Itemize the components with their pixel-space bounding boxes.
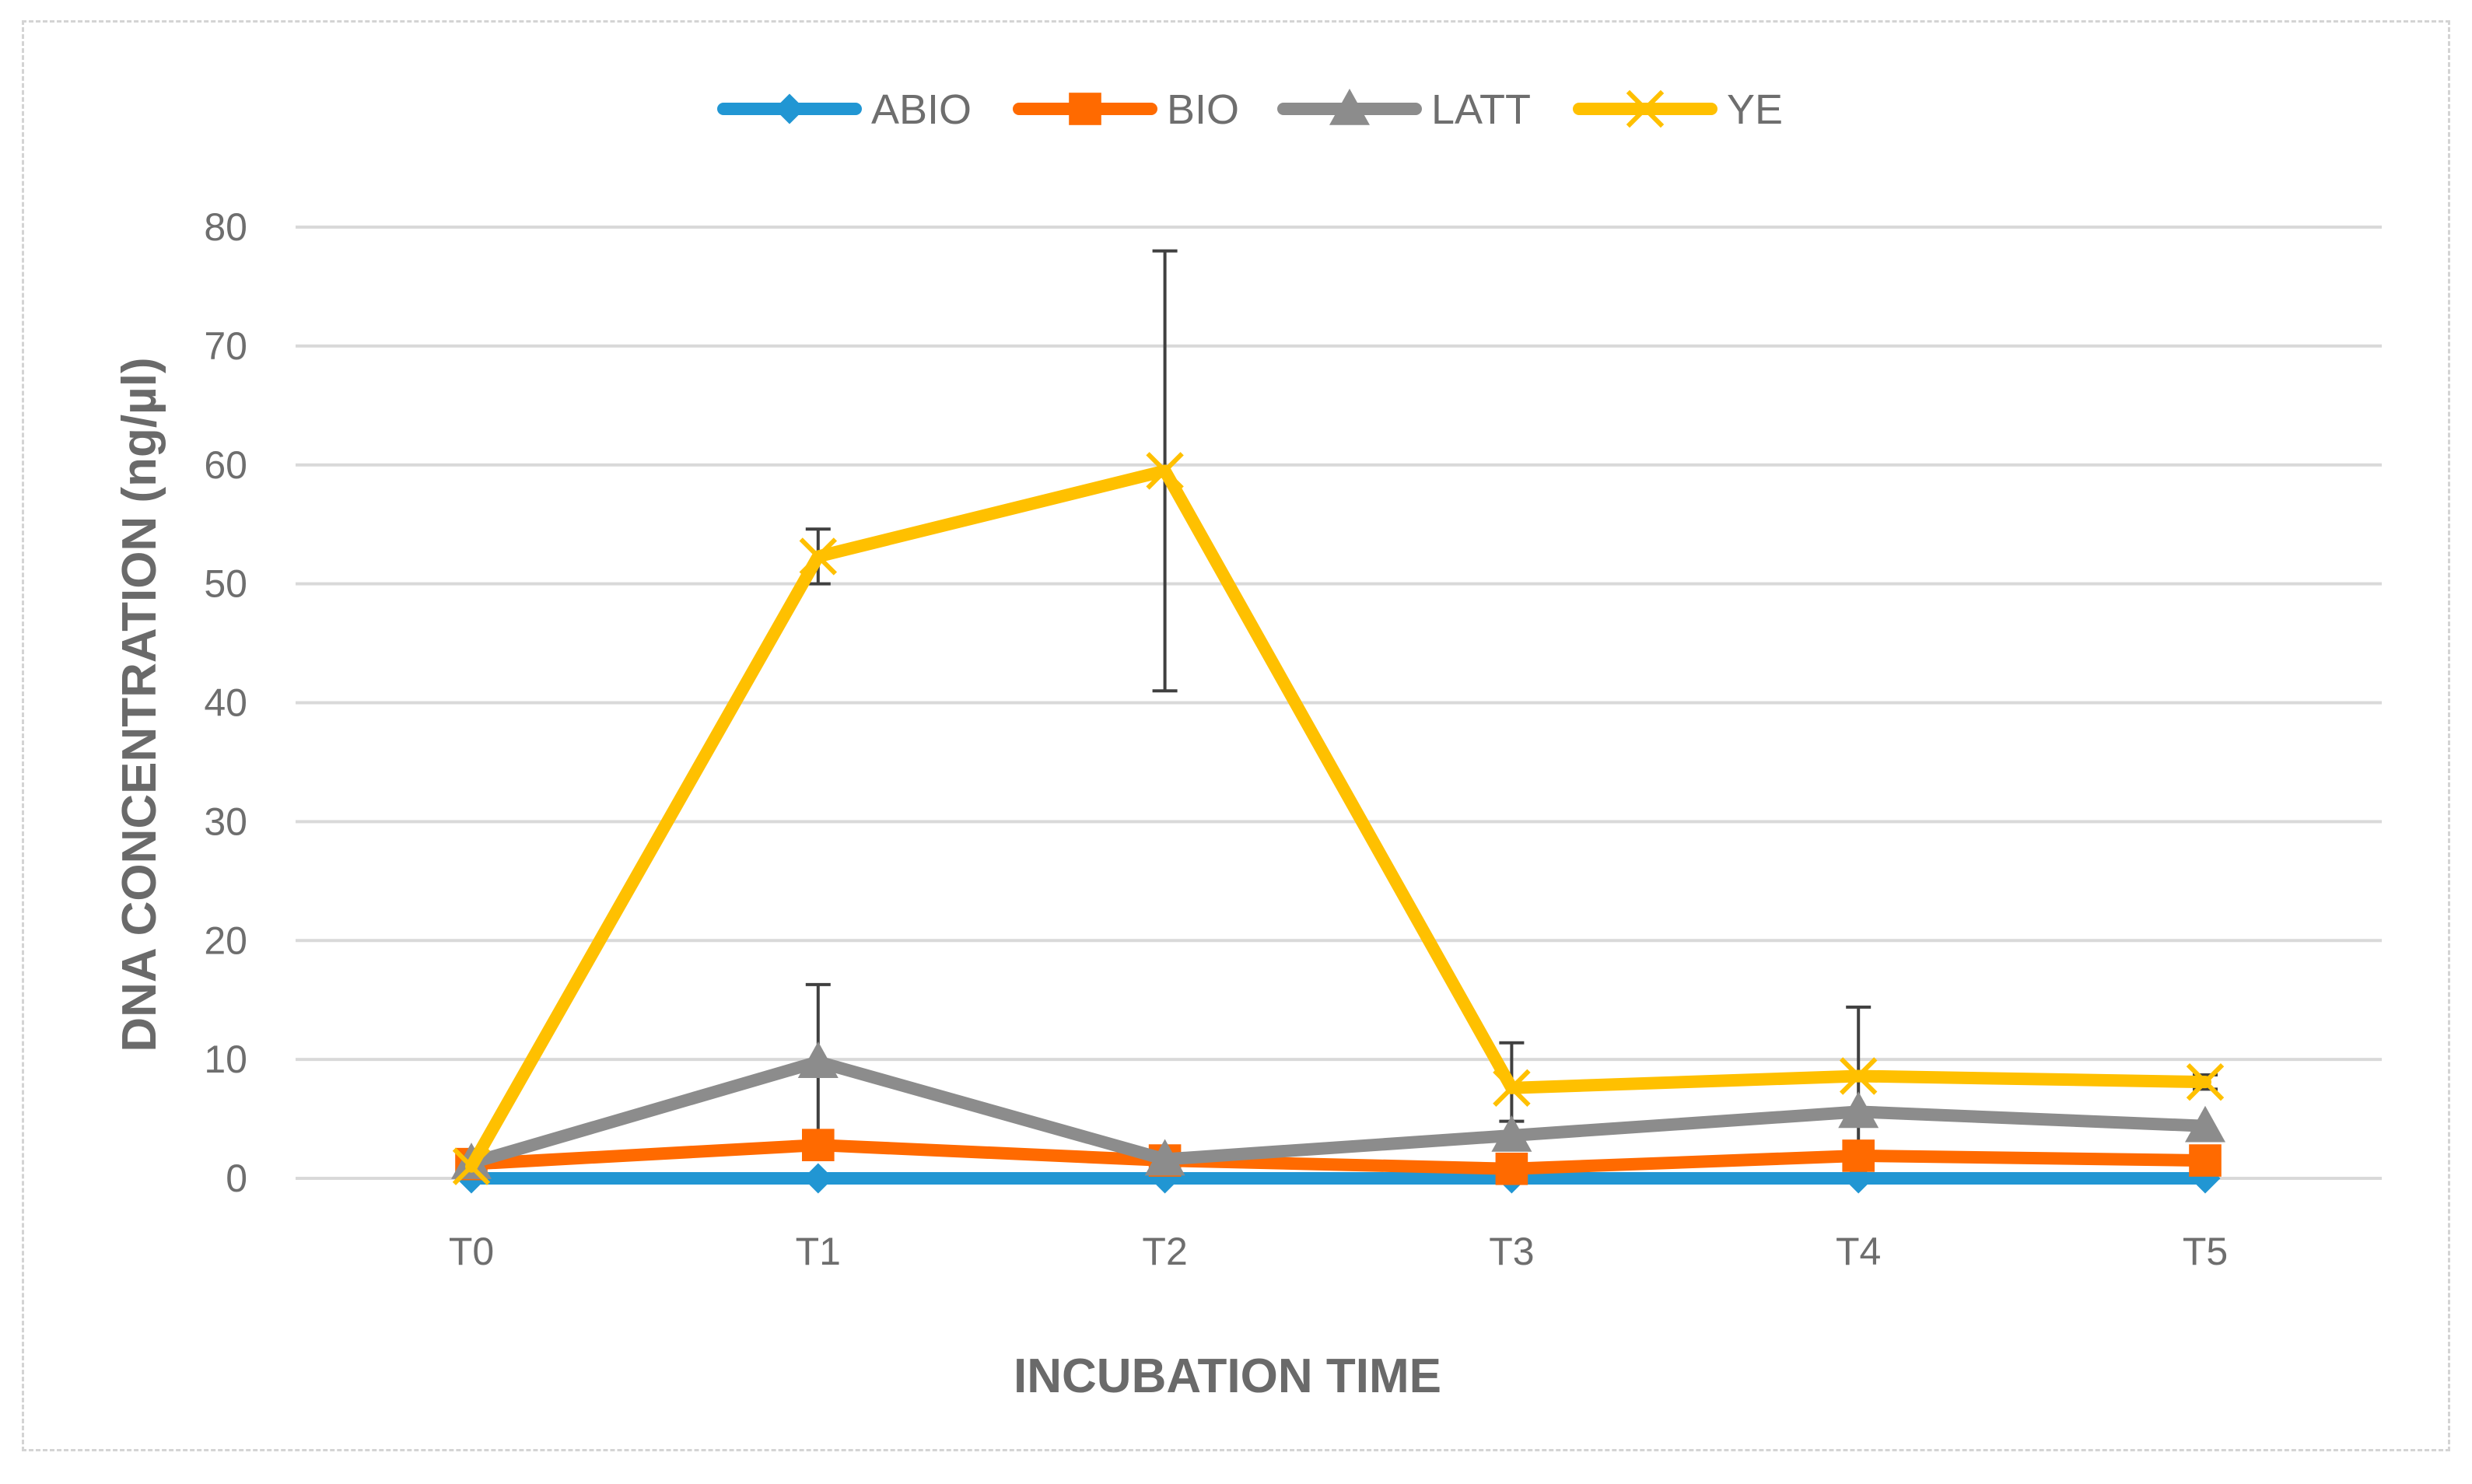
data-point-ye: [1493, 1069, 1531, 1108]
data-point-latt: [1144, 1139, 1185, 1176]
data-point-latt: [1838, 1091, 1879, 1129]
marker-stroke: [2186, 1062, 2225, 1101]
legend-marker-latt: [1329, 89, 1370, 125]
y-tick-label: 10: [204, 1038, 247, 1081]
legend-label-ye: YE: [1727, 86, 1783, 133]
y-tick-label: 30: [204, 800, 247, 843]
data-point-abio: [803, 1163, 834, 1194]
y-axis-ticks: 0 10 20 30 40 50 60 70 80: [204, 205, 247, 1200]
data-point-ye: [452, 1147, 491, 1185]
legend-item-ye: YE: [1573, 86, 1783, 133]
x-tick-label: T5: [2183, 1230, 2228, 1273]
x-tick-label: T1: [796, 1230, 841, 1273]
data-point-ye: [1839, 1057, 1878, 1095]
series-line-bio: [465, 1139, 2211, 1175]
marker-stroke: [1839, 1057, 1878, 1095]
series-line-ye: [465, 464, 2211, 1173]
series-group: [451, 452, 2225, 1194]
marker-stroke: [1146, 452, 1184, 490]
y-tick-label: 70: [204, 324, 247, 368]
y-tick-label: 20: [204, 919, 247, 962]
y-tick-label: 80: [204, 205, 247, 249]
x-tick-label: T2: [1142, 1230, 1187, 1273]
legend: ABIO BIO LATT YE: [717, 86, 1783, 133]
legend-label-abio: ABIO: [871, 86, 972, 133]
x-tick-label: T4: [1836, 1230, 1881, 1273]
data-point-latt: [2185, 1105, 2225, 1143]
chart-frame: [22, 20, 2450, 1451]
y-axis-title: DNA CONCENTRATION (ng/µl): [113, 357, 166, 1052]
legend-marker-bio: [1069, 93, 1101, 125]
data-point-ye: [2186, 1062, 2225, 1101]
legend-label-bio: BIO: [1167, 86, 1239, 133]
data-point-ye: [1146, 452, 1184, 490]
data-point-ye: [799, 537, 838, 576]
marker-stroke: [799, 537, 838, 576]
y-tick-label: 50: [204, 562, 247, 606]
data-point-bio: [2189, 1144, 2222, 1177]
x-axis-title: INCUBATION TIME: [1014, 1349, 1441, 1403]
error-bars: [805, 249, 2218, 1152]
marker-stroke: [452, 1147, 491, 1185]
marker-stroke: [1626, 89, 1665, 128]
x-tick-label: T3: [1489, 1230, 1534, 1273]
data-point-bio: [1842, 1139, 1875, 1172]
series-line-latt: [465, 1055, 2211, 1170]
legend-marker-abio: [774, 93, 805, 124]
legend-item-latt: LATT: [1277, 86, 1531, 133]
marker-stroke: [1493, 1069, 1531, 1108]
x-tick-label: T0: [449, 1230, 494, 1273]
legend-item-bio: BIO: [1013, 86, 1239, 133]
x-axis-ticks: T0 T1 T2 T3 T4 T5: [449, 1230, 2228, 1273]
legend-label-latt: LATT: [1431, 86, 1531, 133]
data-point-latt: [797, 1041, 839, 1078]
legend-marker-ye: [1626, 89, 1665, 128]
gridlines: [296, 226, 2382, 1180]
legend-item-abio: ABIO: [717, 86, 972, 133]
y-tick-label: 40: [204, 681, 247, 725]
y-tick-label: 0: [226, 1157, 247, 1200]
y-tick-label: 60: [204, 443, 247, 487]
data-point-bio: [802, 1129, 835, 1161]
data-point-bio: [1495, 1152, 1528, 1185]
data-point-latt: [1491, 1115, 1532, 1152]
